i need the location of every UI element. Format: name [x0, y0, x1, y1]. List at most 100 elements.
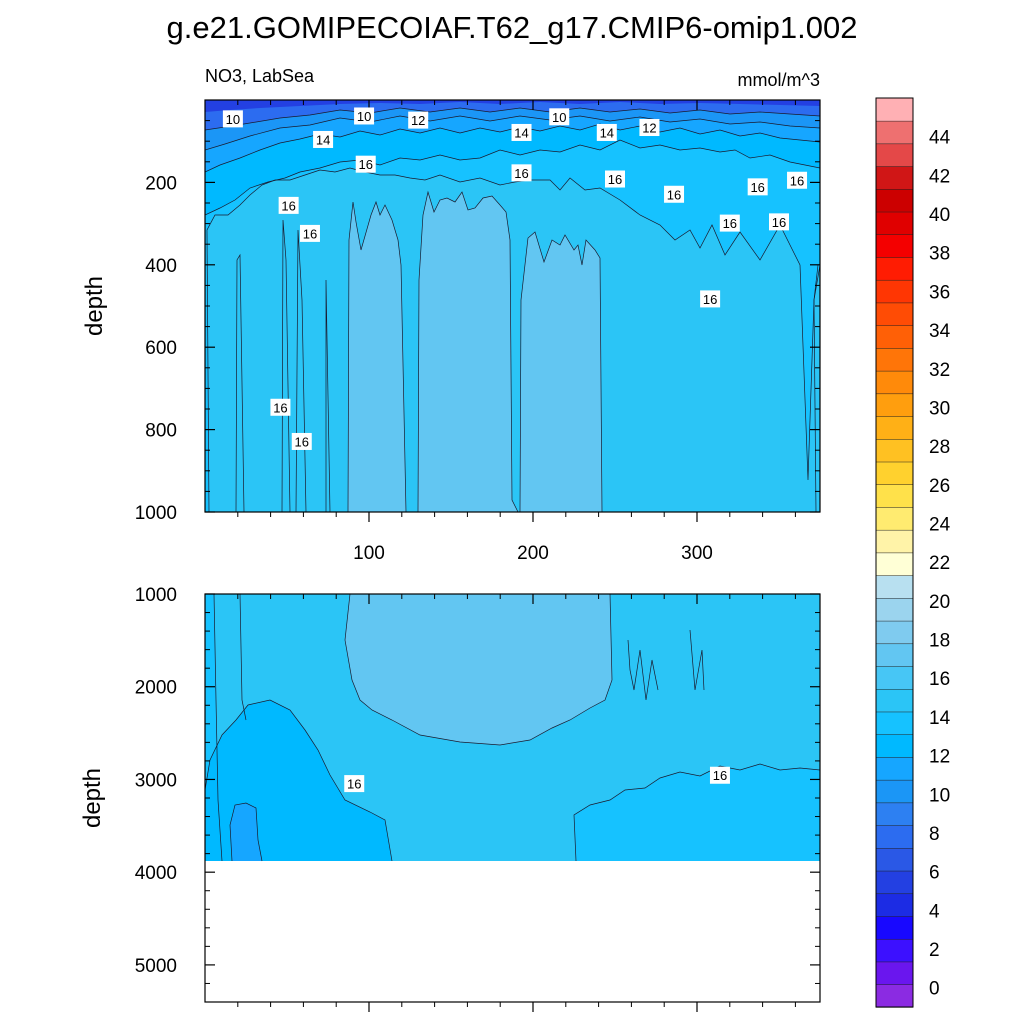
contour-label: 16 [769, 213, 789, 231]
contour-label-box [719, 214, 740, 232]
x-tick-label: 300 [681, 543, 713, 564]
colorbar-swatch [875, 325, 914, 349]
contour-label-text: 14 [316, 132, 330, 147]
colorbar-tick-label: 2 [929, 940, 940, 961]
contour-label: 14 [511, 123, 532, 141]
contour-label-text: 16 [667, 187, 681, 202]
colorbar-tick-label: 8 [929, 824, 940, 845]
contour-label-box [787, 171, 808, 189]
colorbar-swatch [875, 302, 914, 326]
colorbar-swatch [875, 370, 914, 395]
contour-label-text: 16 [713, 768, 727, 783]
contour-label-text: 14 [600, 125, 614, 140]
contour-label-box [270, 398, 291, 416]
contour-line [325, 279, 331, 512]
contour-label-box [408, 111, 429, 129]
lower-core-fill [345, 594, 612, 745]
colorbar-swatch [875, 938, 914, 963]
upper-panel: 200 400 600 800 1000 100 200 300 depth 10 10 12 14… [81, 99, 821, 564]
contour-line [206, 167, 820, 512]
colorbar-swatch [875, 847, 914, 872]
colorbar-swatch [875, 961, 914, 985]
contour-label-text: 16 [750, 180, 764, 195]
colorbar-swatch [875, 188, 914, 213]
colorbar-tick-label: 34 [929, 321, 951, 342]
colorbar-tick-label: 36 [929, 282, 950, 303]
contour-label: 12 [639, 119, 660, 137]
colorbar-swatch [875, 643, 914, 667]
colorbar-swatch [875, 620, 914, 645]
contour-label-box [700, 290, 721, 308]
colorbar-swatch [875, 529, 914, 554]
contour-label-text: 12 [642, 121, 656, 136]
colorbar-tick-label: 22 [929, 553, 950, 574]
colorbar-swatch [875, 484, 914, 508]
colorbar-swatch [875, 234, 914, 258]
contour-label-text: 16 [514, 166, 528, 181]
colorbar-swatch [875, 97, 914, 122]
y-tick-label: 200 [145, 173, 177, 194]
colorbar-swatch [875, 393, 914, 417]
colorbar-swatch [875, 506, 914, 531]
lower-y-axis-label: depth [79, 768, 106, 828]
colorbar-swatch [875, 120, 914, 145]
units-label: mmol/m^3 [738, 70, 820, 90]
upper-axis-ticks: 200 400 600 800 1000 100 200 300 [135, 100, 820, 564]
colorbar-swatch [875, 461, 914, 485]
contour-label: 10 [354, 107, 375, 125]
contour-label: 14 [313, 130, 334, 148]
contour-label-text: 16 [358, 157, 372, 172]
contour-label-box [769, 213, 789, 231]
contour-label: 16 [299, 224, 320, 242]
contour-label: 10 [222, 110, 243, 128]
colorbar-swatch [875, 665, 914, 690]
colorbar-tick-label: 0 [929, 979, 940, 1000]
colorbar-swatch [875, 415, 914, 440]
contour-line [213, 594, 223, 862]
colorbar-swatch [875, 597, 914, 622]
y-tick-label: 400 [145, 256, 177, 277]
colorbar-swatch [875, 734, 914, 758]
contour-label-text: 10 [226, 112, 240, 127]
contour-label: 16 [719, 214, 740, 232]
contour-label: 16 [270, 398, 291, 416]
contour-label: 16 [511, 164, 532, 182]
lower-deep-fill-right [574, 764, 820, 861]
contour-line [281, 219, 291, 512]
contour-line [235, 253, 245, 512]
contour-label-box [344, 775, 365, 793]
contour-label-text: 16 [303, 226, 317, 241]
upper-band-8 [205, 100, 820, 112]
contour-line [417, 190, 519, 512]
upper-field [205, 100, 820, 512]
colorbar-swatch [875, 552, 914, 576]
contour-label-box [709, 766, 730, 784]
x-tick-label: 200 [517, 543, 549, 564]
contour-label-box [313, 130, 334, 148]
contour-label: 10 [549, 108, 570, 126]
colorbar-swatch [875, 688, 914, 713]
x-tick-label: 100 [353, 543, 385, 564]
contour-label-text: 10 [357, 109, 371, 124]
contour-line [205, 123, 820, 173]
upper-y-axis-label: depth [81, 276, 108, 336]
contour-line [205, 699, 393, 862]
colorbar-tick-label: 42 [929, 166, 950, 187]
colorbar-swatch [875, 256, 914, 281]
contour-line [295, 229, 307, 512]
colorbar-swatch [875, 347, 914, 372]
y-tick-label: 600 [145, 338, 177, 359]
contour-label-box [549, 108, 570, 126]
colorbar-tick-label: 32 [929, 360, 950, 381]
contour-label: 12 [408, 111, 429, 129]
colorbar-swatch [875, 574, 914, 599]
contour-label-text: 14 [514, 125, 528, 140]
colorbar-tick-label: 10 [929, 785, 950, 806]
colorbar-swatch [875, 711, 914, 735]
contour-label: 16 [278, 196, 299, 214]
contour-line [573, 763, 820, 862]
upper-contour-labels: 10 10 12 14 16 14 10 14 12 16 16 16 16 16 16 16 16 16 16 16… [222, 107, 808, 450]
colorbar-swatch [875, 779, 914, 804]
contour-label-box [511, 123, 532, 141]
